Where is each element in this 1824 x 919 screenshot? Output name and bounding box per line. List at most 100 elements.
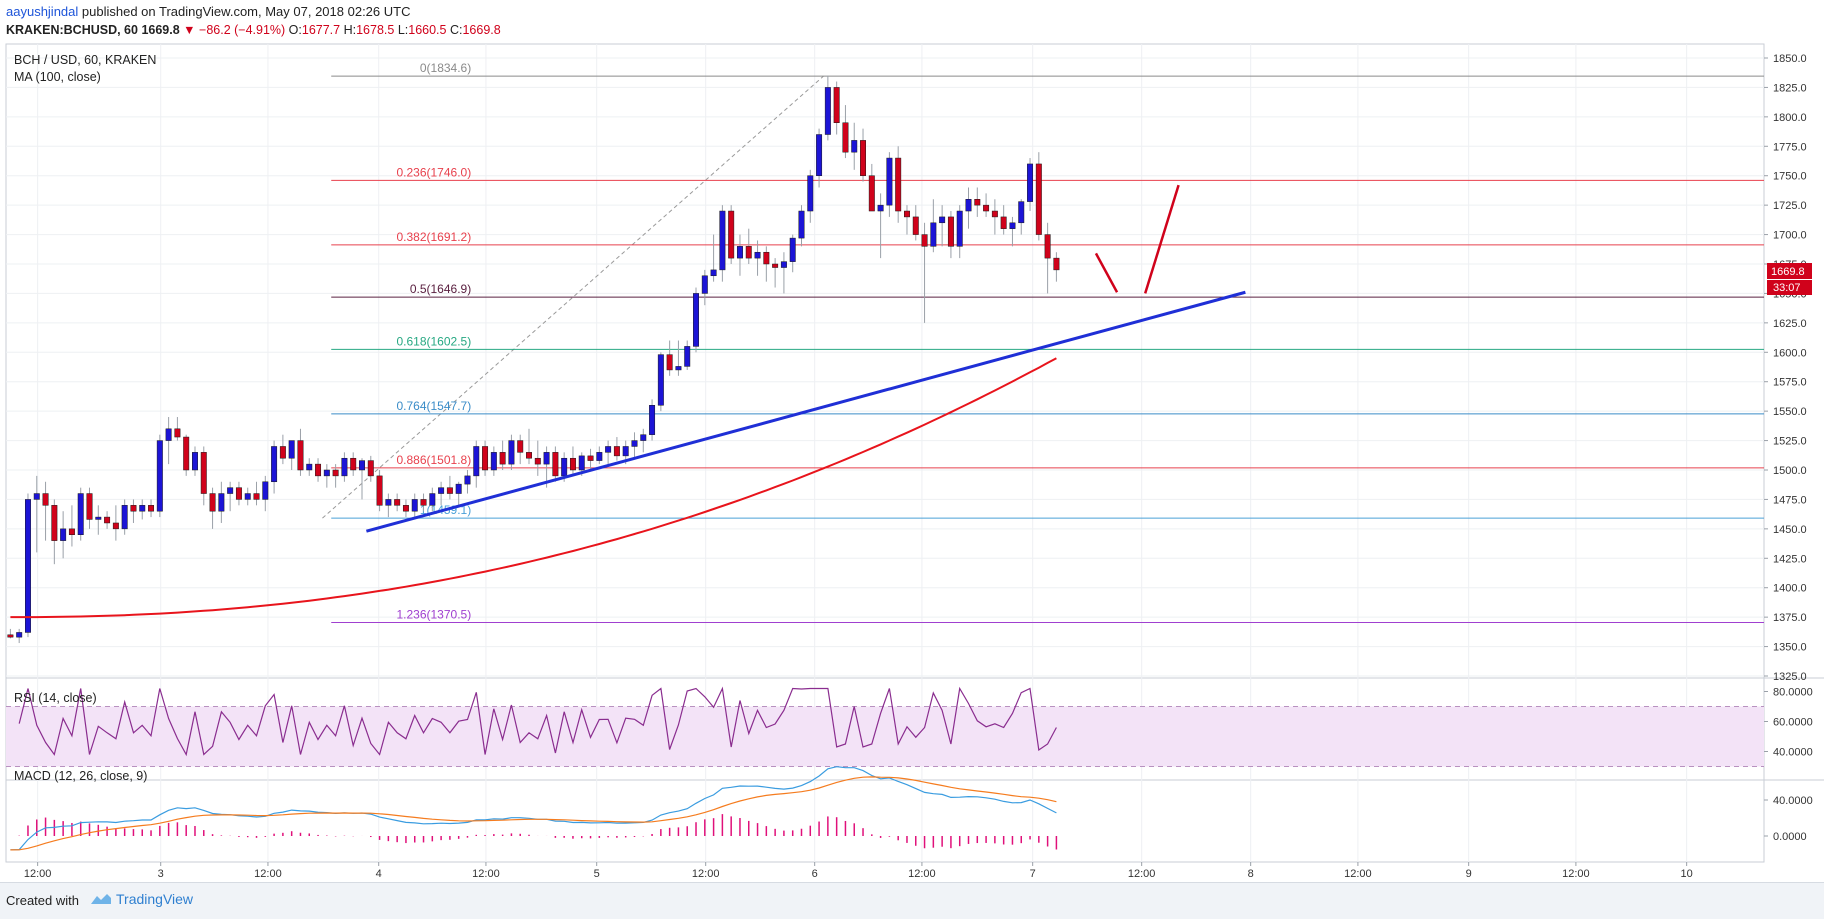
x-tick-label: 4 [376,868,382,880]
candle-body [991,210,998,218]
candle-body [455,483,462,494]
candle-body [569,457,576,471]
candle-body [1000,216,1007,229]
candle-body [297,440,304,471]
y-tick-label: 1325.0 [1773,671,1807,683]
candle-body [77,493,84,535]
candle-body [376,475,383,506]
x-tick-label: 8 [1248,868,1254,880]
candle-body [315,463,322,477]
candle-body [543,452,550,465]
candle-body [605,446,612,453]
forecast-up-line [1143,184,1180,294]
y-tick-label: 1625.0 [1773,318,1807,330]
candle-body [402,505,409,512]
y-tick-label: 1575.0 [1773,377,1807,389]
candle-body [130,505,137,512]
rsi-tick-label: 40.0000 [1773,747,1813,759]
candle-body [833,87,840,123]
candle-body [974,199,981,206]
candle-body [649,405,656,435]
y-tick-label: 1850.0 [1773,53,1807,65]
x-tick-label: 12:00 [1128,868,1156,880]
created-with: Created with [6,893,79,908]
last-price: 1669.8 [141,23,180,37]
candle-body [622,446,629,457]
rsi-tick-label: 80.0000 [1773,687,1813,699]
candle-body [262,481,269,500]
candle-body [772,263,779,268]
y-tick-label: 1775.0 [1773,141,1807,153]
candle-body [912,216,919,235]
x-tick-label: 12:00 [254,868,282,880]
o-label: O: [288,23,302,37]
candle-body [807,175,814,212]
candle-body [446,487,453,494]
candle-body [288,440,295,459]
candle-body [816,134,823,176]
fib-level-label: 0.886(1501.8) [396,453,471,467]
candle-body [851,140,858,153]
y-tick-label: 1525.0 [1773,436,1807,448]
candle-body [534,457,541,465]
candle-body [438,487,445,494]
candle-body [561,457,568,477]
y-tick-label: 1600.0 [1773,347,1807,359]
candle-body [139,505,146,512]
candle-body [517,440,524,453]
candle-body [306,463,313,471]
candle-body [429,493,436,506]
candle-body [148,505,155,512]
candle-body [780,261,787,268]
close-value: 1669.8 [462,23,501,37]
candle-body [701,275,708,294]
rsi-band [6,706,1764,767]
candle-body [640,434,647,441]
candle-body [613,446,620,457]
candle-body [956,210,963,247]
candle-body [385,499,392,506]
fib-level-label: 0(1834.6) [420,61,471,75]
candle-body [25,499,31,633]
candle-body [947,216,954,247]
tradingview-link[interactable]: TradingView [90,891,193,907]
publish-info: aayushjindal published on TradingView.co… [6,4,410,19]
y-tick-label: 1825.0 [1773,82,1807,94]
x-tick-label: 9 [1466,868,1472,880]
x-tick-label: 12:00 [692,868,720,880]
rsi-line [18,686,1057,757]
candle-body [33,493,40,500]
candle-body [192,452,198,471]
candle-body [798,210,805,239]
candle-body [271,446,278,483]
candle-body [631,440,638,447]
macd-signal-line [10,776,1057,851]
candle-body [824,87,831,135]
candle-body [508,440,515,465]
candle-body [411,499,418,512]
ma-line [10,357,1057,619]
candle-body [482,446,489,471]
candle-body [921,234,928,247]
candle-body [420,499,427,506]
candle-body [886,157,893,206]
y-tick-label: 1475.0 [1773,494,1807,506]
candle-body [183,436,190,471]
price-change: ▼ −86.2 (−4.91%) [183,23,286,37]
candle-body [904,210,910,218]
candle-body [526,452,532,459]
candle-body [359,460,365,471]
candle-body [235,487,242,500]
price-chart[interactable]: 0(1834.6) 0.236(1746.0) 0.382(1691.2) 0.5(1… [0,0,1824,882]
candle-body [868,175,875,212]
candle-body [1044,234,1051,259]
candle-body [332,469,339,477]
candle-body [209,493,216,512]
symbol-info: KRAKEN:BCHUSD, 60 1669.8 ▼ −86.2 (−4.91%… [6,23,501,37]
y-tick-label: 1800.0 [1773,112,1807,124]
y-tick-label: 1550.0 [1773,406,1807,418]
publisher-link[interactable]: aayushjindal [6,4,79,19]
rsi-legend: RSI (14, close) [14,691,97,705]
candle-body [930,222,937,247]
